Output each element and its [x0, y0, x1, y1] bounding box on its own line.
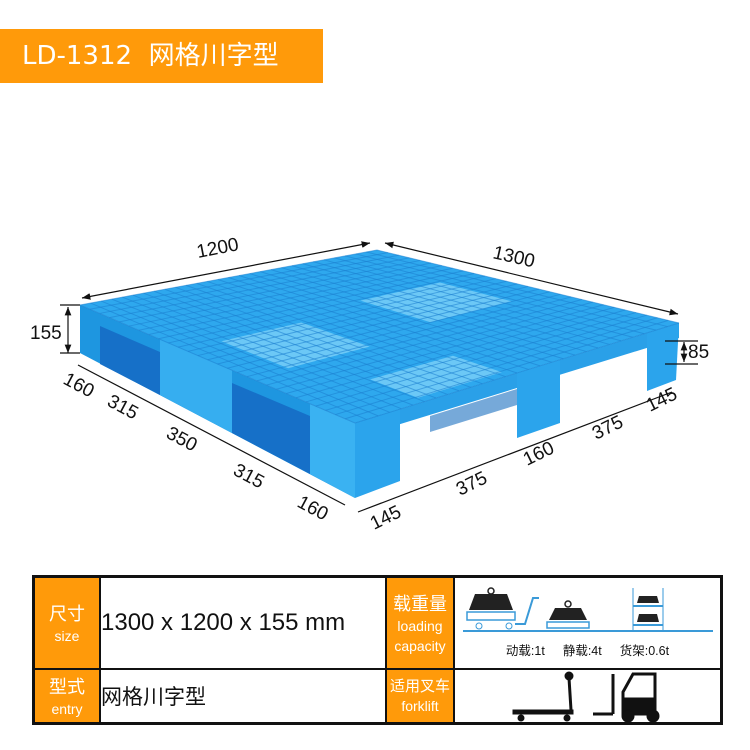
pallet-opening-left-1: [100, 326, 160, 395]
entry-label: 型式 entry: [32, 667, 101, 724]
rack-load-icon: [632, 588, 663, 632]
deck-grid-line: [305, 309, 626, 403]
dynamic-load-trolley-icon: [465, 587, 539, 630]
deck-grid-line: [354, 322, 680, 424]
capacity-label-en1: loading: [397, 617, 443, 634]
forklift-icon: [592, 672, 659, 722]
forklift-label-en: forklift: [401, 698, 439, 714]
deck-grid-line: [315, 312, 636, 407]
dim-line-right: [357, 391, 673, 513]
pallet-opening-shadow: [430, 389, 517, 432]
deck-grid-line: [295, 306, 615, 399]
dim-right-3: 160: [520, 438, 558, 471]
dim-85: 85: [688, 342, 709, 363]
spec-table: 尺寸 size 1300 x 1200 x 155 mm 载重量 loading…: [32, 575, 723, 725]
dim-left-1: 160: [60, 369, 98, 402]
pallet-opening-left-2: [232, 383, 310, 474]
size-value: 1300 x 1200 x 155 mm: [99, 575, 387, 670]
dim-left-5: 160: [294, 492, 332, 525]
entry-label-en: entry: [51, 700, 83, 717]
dim-left-3: 350: [163, 423, 201, 456]
dim-line-1300: [384, 241, 679, 316]
capacity-icons: [462, 587, 713, 633]
pallet-diagram: 1200 1300 155 85 160 315 350 315 160 145…: [30, 234, 709, 534]
size-label: 尺寸 size: [32, 575, 101, 670]
dim-155: 155: [30, 323, 62, 344]
size-label-zh: 尺寸: [49, 603, 85, 624]
dim-line-1200: [81, 241, 371, 300]
deck-grid-line: [335, 317, 658, 416]
pallet-leg-right-front: [355, 409, 400, 498]
racking-load-value: 货架:0.6t: [619, 644, 670, 659]
entry-label-zh: 型式: [49, 676, 85, 697]
forklift-label-zh: 适用叉车: [389, 678, 450, 695]
dim-right-2: 375: [453, 468, 491, 501]
forklift-value: [453, 667, 723, 724]
deck-grid-line: [325, 314, 647, 411]
static-load-value: 静载:4t: [562, 644, 602, 659]
dim-1300: 1300: [491, 242, 537, 272]
capacity-label-zh: 载重量: [393, 593, 447, 614]
entry-value: 网格川字型: [99, 667, 387, 724]
forklift-label: 适用叉车 forklift: [385, 667, 455, 724]
static-load-icon: [545, 600, 590, 629]
hand-pallet-truck-icon: [512, 671, 573, 721]
forklift-icons: [512, 671, 659, 722]
pallet-leg-front: [310, 404, 355, 498]
dim-left-4: 315: [230, 460, 268, 493]
deck-grid-line: [345, 319, 669, 420]
model-title-banner: LD-1312 网格川字型: [0, 29, 323, 83]
dim-right-4: 375: [589, 412, 627, 445]
deck-solid-pad: [221, 322, 370, 369]
deck-grid-line: [286, 304, 604, 394]
capacity-label-en2: capacity: [394, 637, 446, 654]
pallet-leg-right-mid: [517, 360, 560, 438]
deck-grid-line: [276, 301, 593, 390]
pallet-leg-right-back: [647, 323, 679, 391]
capacity-label: 载重量 loading capacity: [385, 575, 455, 670]
dynamic-load-value: 动载:1t: [505, 644, 545, 659]
dim-1200: 1200: [195, 234, 241, 263]
dim-line-left: [77, 364, 346, 506]
size-label-en: size: [54, 627, 80, 644]
capacity-value: 动载:1t 静载:4t 货架:0.6t: [453, 575, 723, 670]
